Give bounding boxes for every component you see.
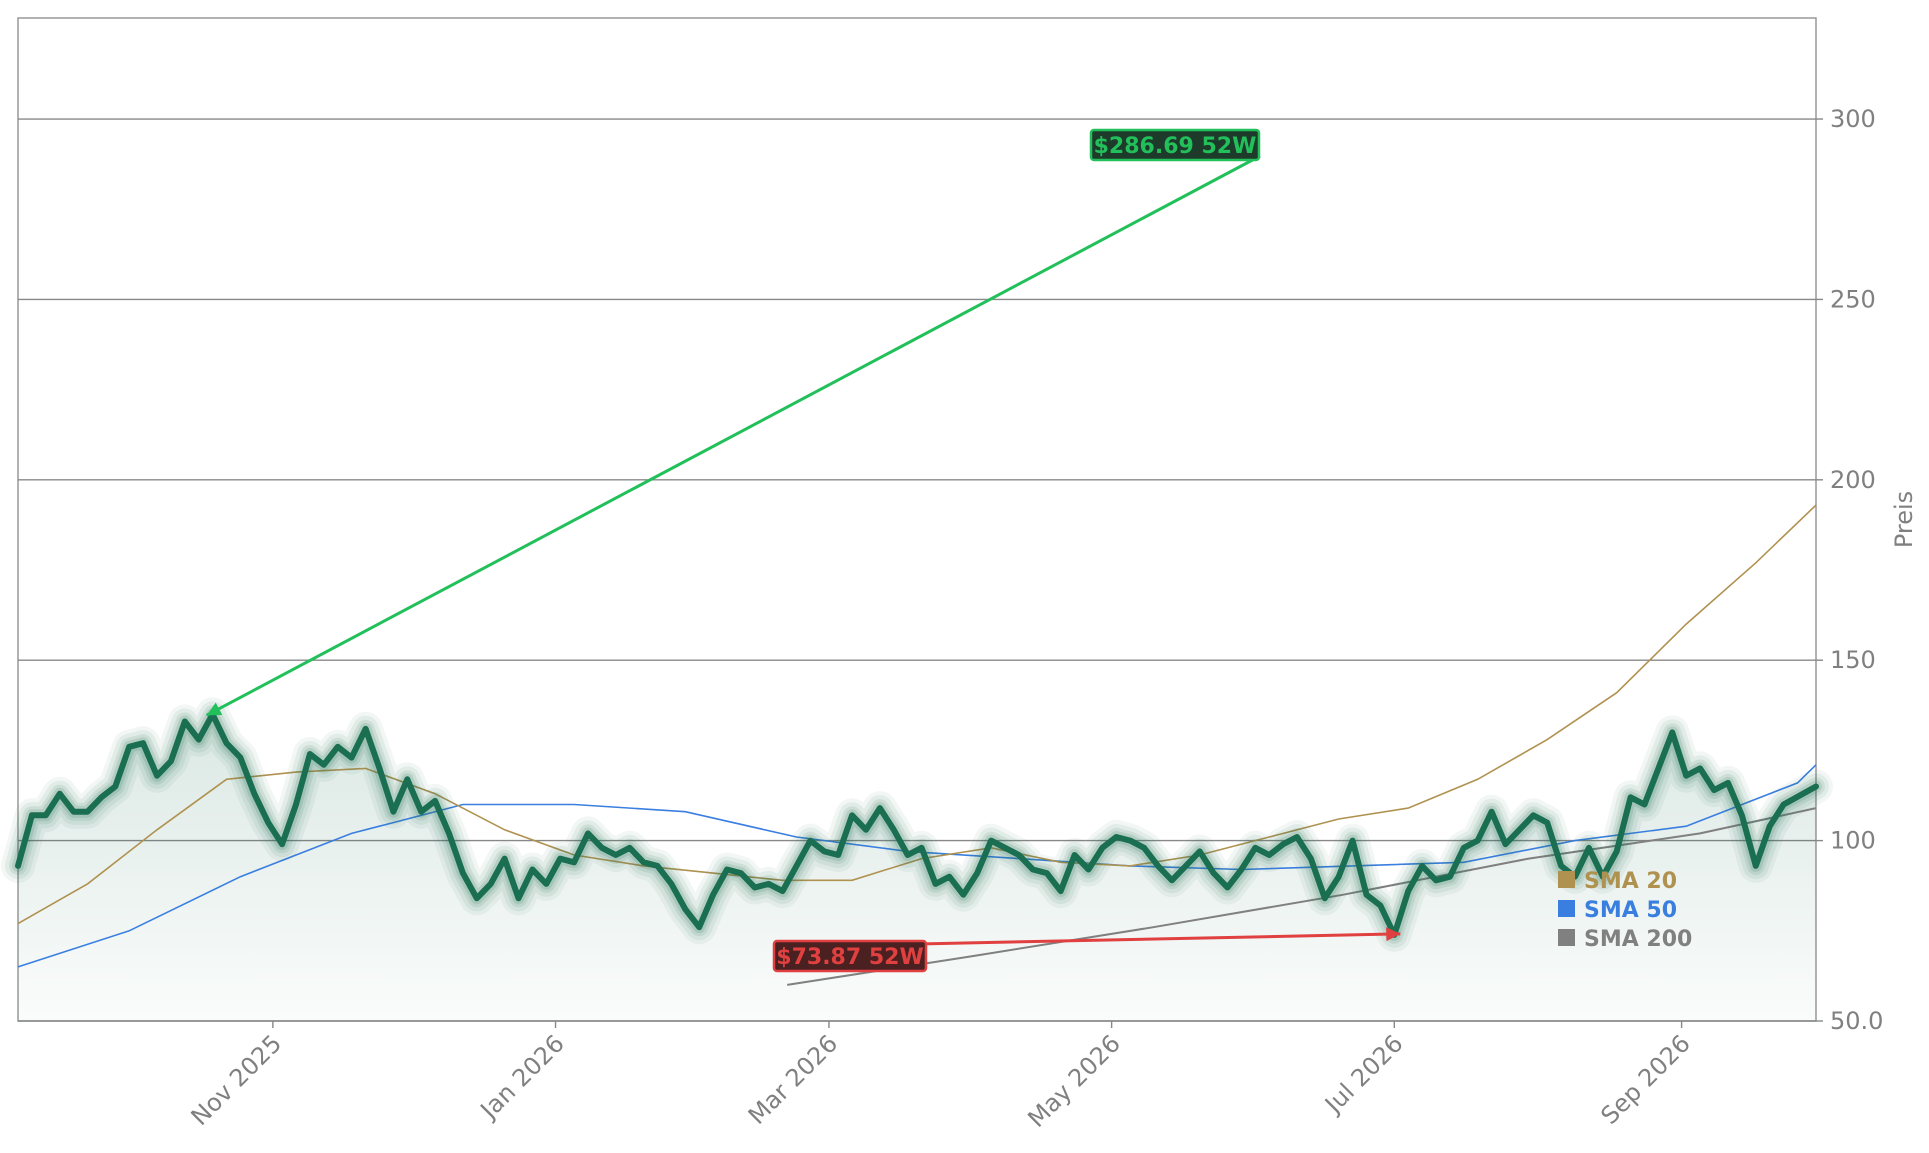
high-badge (1089, 128, 1261, 162)
legend-item-sma20: SMA 20 (1558, 869, 1677, 894)
y-tick-label: 300 (1830, 105, 1876, 133)
price-area (18, 714, 1816, 1021)
y-tick-label: 200 (1830, 466, 1876, 494)
sma-lines (17, 504, 1817, 986)
x-tick-label: Jul 2026 (1318, 1029, 1408, 1119)
x-tick-label: Mar 2026 (743, 1029, 843, 1129)
legend-swatch (1558, 929, 1575, 946)
sma-200-line (787, 807, 1817, 986)
legend-swatch (1558, 900, 1575, 917)
legend-label: SMA 200 (1584, 927, 1692, 952)
legend-label: SMA 20 (1584, 869, 1677, 894)
price-line (1, 697, 1833, 952)
high-arrow (205, 154, 1261, 717)
x-tick-label: May 2026 (1022, 1029, 1125, 1132)
legend: SMA 20 SMA 50 SMA 200 (1558, 869, 1692, 952)
y-tick-label: 100 (1830, 827, 1876, 855)
sma-50-line (17, 764, 1817, 968)
low-badge (772, 939, 928, 973)
high-arrowhead (206, 702, 223, 716)
x-tick-label: Nov 2025 (186, 1029, 288, 1131)
x-tick-label: Sep 2026 (1595, 1029, 1695, 1129)
price-area-fill (18, 714, 1816, 1021)
y-axis-label: Preis (1890, 491, 1918, 548)
low-label: $73.87 52W (776, 945, 923, 970)
x-tick-label: Jan 2026 (474, 1029, 570, 1125)
legend-swatch (1558, 871, 1575, 888)
legend-item-sma200: SMA 200 (1558, 927, 1692, 952)
y-tick-label: 50.0 (1830, 1007, 1883, 1035)
price-line-main (15, 711, 1819, 938)
y-tick-label: 150 (1830, 646, 1876, 674)
low-annotation: $73.87 52W (772, 927, 1401, 973)
legend-label: SMA 50 (1584, 898, 1677, 923)
y-tick-label: 250 (1830, 285, 1876, 313)
legend-item-sma50: SMA 50 (1558, 898, 1677, 923)
low-arrowhead (1386, 927, 1401, 942)
high-label: $286.69 52W (1094, 134, 1257, 159)
annotations: $286.69 52W $73.87 52W (205, 128, 1401, 973)
high-annotation: $286.69 52W (205, 128, 1261, 717)
sma-20-line (17, 504, 1817, 925)
